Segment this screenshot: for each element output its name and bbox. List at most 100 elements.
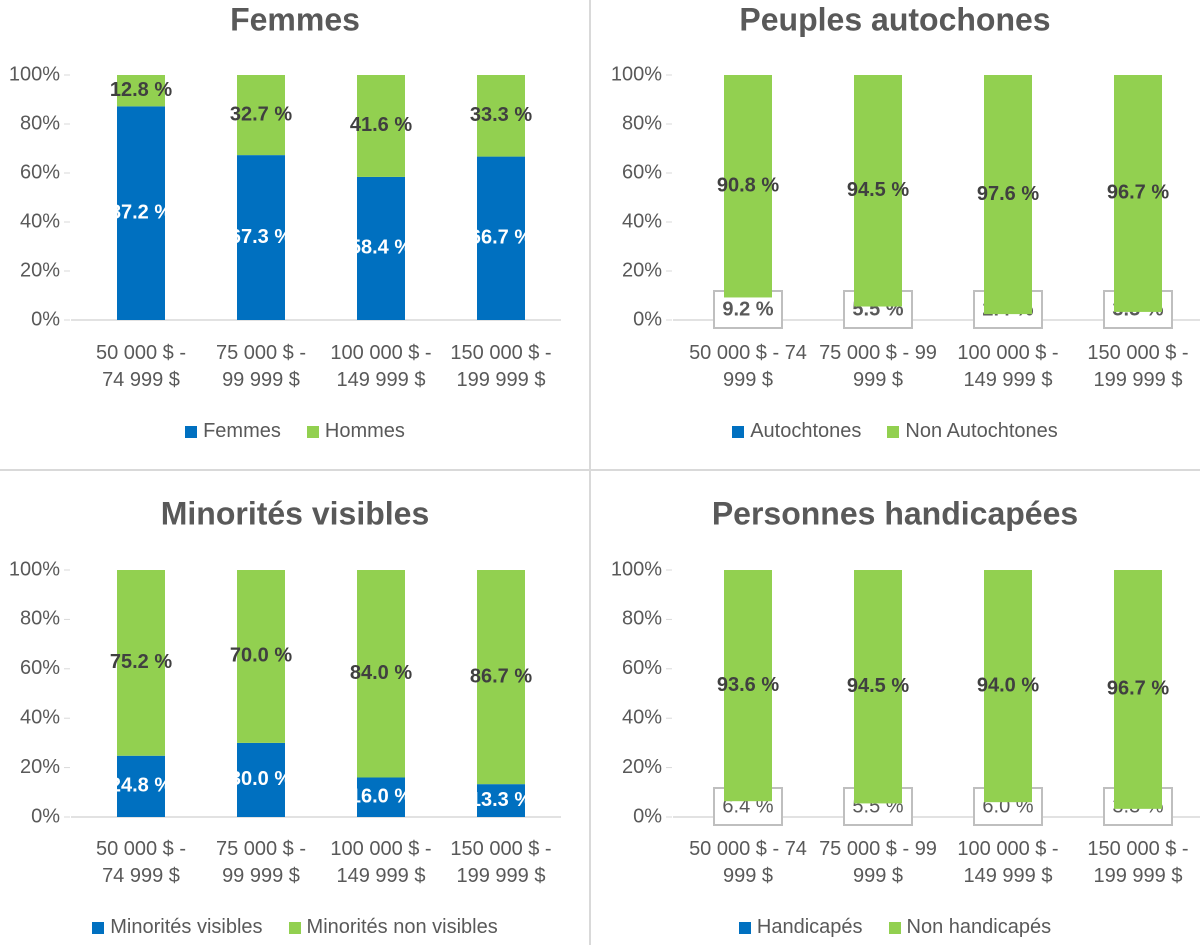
- x-tick-label: 100 000 $ - 149 999 $: [957, 838, 1059, 887]
- y-tick-label: 80%: [20, 112, 60, 134]
- y-tick-label: 20%: [20, 756, 60, 778]
- value-label: 94.5 %: [847, 675, 909, 697]
- y-tick-label: 80%: [622, 608, 662, 630]
- chart-title: Personnes handicapées: [712, 495, 1078, 531]
- legend-label: Non handicapés: [906, 916, 1052, 938]
- legend-swatch: [732, 425, 745, 438]
- legend: Autochtones Non Autochtones: [600, 420, 1190, 443]
- value-label: 33.3 %: [470, 104, 532, 126]
- bar-segment: [477, 156, 525, 320]
- y-tick-label: 40%: [622, 210, 662, 232]
- x-tick-label: 75 000 $ - 99 999 $: [215, 838, 307, 887]
- y-tick-label: 20%: [622, 756, 662, 778]
- legend-label: Handicapés: [756, 916, 863, 938]
- y-tick-label: 0%: [31, 805, 60, 827]
- legend-label: Femmes: [203, 420, 281, 442]
- y-tick-label: 80%: [622, 112, 662, 134]
- y-tick-label: 100%: [611, 63, 662, 85]
- value-label: 30.0 %: [230, 768, 292, 790]
- value-label: 94.0 %: [977, 674, 1039, 696]
- chart-title: Minorités visibles: [161, 495, 430, 531]
- y-tick-label: 60%: [622, 657, 662, 679]
- legend-swatch: [288, 921, 301, 934]
- y-tick-label: 100%: [611, 558, 662, 580]
- value-label: 32.7 %: [230, 103, 292, 125]
- bar-segment: [357, 75, 405, 177]
- y-tick-label: 80%: [20, 608, 60, 630]
- legend-swatch: [888, 921, 901, 934]
- bar-segment: [237, 570, 285, 743]
- x-tick-label: 75 000 $ - 99 999 $: [819, 342, 937, 391]
- bar-segment: [477, 570, 525, 785]
- legend-item: Minorités non visibles: [288, 916, 498, 939]
- bar-segment: [724, 75, 772, 298]
- x-tick-label: 100 000 $ - 149 999 $: [957, 342, 1059, 391]
- chart-title: Femmes: [230, 1, 360, 37]
- legend-label: Hommes: [324, 420, 405, 442]
- value-label: 86.7 %: [470, 665, 532, 687]
- bar-segment: [117, 570, 165, 756]
- value-label: 96.7 %: [1107, 182, 1169, 204]
- bar-segment: [854, 570, 902, 804]
- value-label: 58.4 %: [350, 237, 412, 259]
- bar-segment: [237, 742, 285, 817]
- value-label: 90.8 %: [717, 175, 779, 197]
- y-tick-label: 40%: [20, 210, 60, 232]
- x-tick-label: 150 000 $ - 199 999 $: [1087, 838, 1189, 887]
- y-tick-label: 40%: [20, 706, 60, 728]
- legend-swatch: [738, 921, 751, 934]
- bar-segment: [984, 570, 1032, 803]
- legend-item: Femmes: [185, 420, 281, 443]
- x-tick-label: 50 000 $ - 74 999 $: [95, 838, 187, 887]
- y-tick-label: 20%: [20, 259, 60, 281]
- bar-segment: [117, 755, 165, 817]
- value-label: 67.3 %: [230, 226, 292, 248]
- bar-segment: [117, 75, 165, 107]
- value-label: 94.5 %: [847, 179, 909, 201]
- legend-swatch: [887, 425, 900, 438]
- bar-segment: [357, 176, 405, 320]
- value-label: 9.2 %: [722, 298, 773, 320]
- y-tick-label: 20%: [622, 259, 662, 281]
- value-label: 16.0 %: [350, 786, 412, 808]
- x-tick-label: 150 000 $ - 199 999 $: [1087, 342, 1189, 391]
- value-label: 96.7 %: [1107, 678, 1169, 700]
- x-tick-label: 75 000 $ - 99 999 $: [819, 838, 937, 887]
- y-tick-label: 0%: [633, 308, 662, 330]
- bar-segment: [1114, 570, 1162, 809]
- legend-swatch: [92, 921, 105, 934]
- value-label: 87.2 %: [110, 201, 172, 223]
- legend-item: Handicapés: [738, 916, 863, 939]
- value-label: 12.8 %: [110, 79, 172, 101]
- bar-segment: [357, 570, 405, 778]
- bar-segment: [237, 75, 285, 156]
- bar-segment: [984, 75, 1032, 315]
- bar-segment: [357, 777, 405, 817]
- value-label: 70.0 %: [230, 645, 292, 667]
- legend-item: Hommes: [306, 420, 405, 443]
- value-label: 13.3 %: [470, 789, 532, 811]
- legend-label: Autochtones: [750, 420, 862, 442]
- legend-swatch: [306, 425, 319, 438]
- legend-item: Autochtones: [732, 420, 861, 443]
- value-label: 41.6 %: [350, 114, 412, 136]
- legend-item: Non handicapés: [888, 916, 1052, 939]
- legend-label: Non Autochtones: [905, 420, 1058, 442]
- y-tick-label: 40%: [622, 706, 662, 728]
- y-tick-label: 100%: [9, 558, 60, 580]
- x-tick-label: 50 000 $ - 74 999 $: [95, 342, 187, 391]
- y-tick-label: 0%: [31, 308, 60, 330]
- y-tick-label: 60%: [622, 161, 662, 183]
- y-tick-label: 60%: [20, 161, 60, 183]
- value-label: 24.8 %: [110, 775, 172, 797]
- legend: Femmes Hommes: [0, 420, 590, 443]
- value-label: 66.7 %: [470, 227, 532, 249]
- chart-title: Peuples autochones: [739, 1, 1050, 37]
- x-tick-label: 50 000 $ - 74 999 $: [689, 838, 807, 887]
- y-tick-label: 60%: [20, 657, 60, 679]
- y-tick-label: 0%: [633, 805, 662, 827]
- x-tick-label: 50 000 $ - 74 999 $: [689, 342, 807, 391]
- bar-segment: [117, 106, 165, 320]
- bar-segment: [477, 75, 525, 157]
